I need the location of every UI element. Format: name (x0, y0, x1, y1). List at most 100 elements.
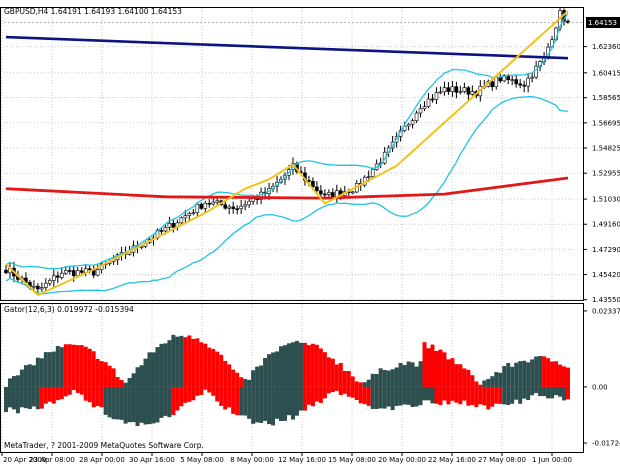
candle-body (434, 92, 439, 100)
price-tick-label: 1.54825 (592, 145, 620, 153)
candle-body (36, 285, 40, 290)
time-tick-label: 28 Apr 00:00 (79, 456, 125, 464)
gator-upper-bar (534, 356, 539, 387)
candle-body (199, 203, 204, 209)
time-tick-label: 20 May 00:00 (378, 456, 426, 464)
gator-upper-bar (446, 359, 451, 387)
gator-lower-bar (79, 386, 84, 395)
gator-tick-label: 0.023374 (592, 307, 620, 315)
gator-upper-bar (530, 359, 535, 387)
time-tick-label: 20 Apr 2009 (3, 456, 46, 464)
gator-upper-bar (330, 358, 335, 387)
gator-upper-bar (203, 343, 208, 387)
gator-lower-bar (442, 386, 447, 401)
gator-upper-bar (510, 366, 515, 387)
gator-lower-bar (446, 386, 451, 405)
gator-lower-bar (163, 386, 168, 416)
gator-lower-bar (263, 386, 268, 421)
price-tick-label: 1.58565 (592, 94, 620, 102)
candle-body (167, 223, 172, 228)
candle-body (526, 77, 530, 87)
candle-body (215, 200, 220, 203)
candle-body (171, 223, 176, 228)
gator-lower-bar (354, 386, 359, 401)
gator-axis: 0.023374 0.00 -0.01724 (583, 307, 620, 448)
price-tick-label: 1.62360 (592, 43, 620, 51)
gator-upper-bar (470, 375, 475, 387)
candle-body (231, 206, 235, 209)
gator-upper-bar (143, 358, 148, 387)
copyright-footer: MetaTrader, ? 2001-2009 MetaQuotes Softw… (4, 441, 204, 450)
gator-lower-bar (71, 386, 76, 390)
gator-upper-bar (438, 349, 443, 387)
gator-upper-bar (47, 352, 52, 387)
gator-upper-bar (127, 378, 132, 387)
gator-upper-bar (15, 375, 20, 387)
gator-lower-bar (290, 386, 295, 420)
candle-body (207, 202, 212, 205)
candle-body (63, 270, 68, 274)
gator-lower-bar (302, 386, 307, 411)
candle-body (191, 212, 196, 215)
candle-body (530, 76, 534, 79)
candle-body (75, 270, 80, 277)
gator-upper-bar (27, 364, 32, 387)
time-tick-label: 12 May 16:00 (278, 456, 326, 464)
gator-upper-bar (326, 357, 331, 387)
gator-upper-bar (298, 342, 303, 387)
gator-lower-bar (322, 386, 327, 399)
gator-upper-bar (318, 348, 323, 387)
gator-upper-bar (231, 369, 236, 387)
candle-body (235, 208, 239, 210)
gator-lower-bar (279, 386, 284, 421)
candle-body (239, 205, 243, 209)
gator-lower-bar (67, 386, 72, 395)
gator-upper-bar (558, 364, 563, 387)
gator-upper-bar (490, 376, 495, 387)
gator-lower-bar (362, 386, 367, 405)
candle-body (490, 81, 495, 88)
gator-lower-bar (223, 386, 228, 410)
gator-upper-bar (283, 345, 287, 387)
gator-upper-bar (187, 335, 192, 387)
gator-upper-bar (87, 348, 92, 387)
candle-body (518, 83, 522, 86)
gator-upper-bar (322, 352, 327, 387)
gator-lower-bar (35, 386, 40, 410)
price-tick-label: 1.56695 (592, 119, 620, 127)
gator-upper-bar (362, 382, 367, 387)
gator-lower-bar (151, 386, 156, 424)
indicator-lines (4, 10, 583, 296)
candle-body (79, 270, 84, 273)
gator-lower-bar (482, 386, 487, 406)
bollinger-upper-line (5, 13, 569, 270)
gator-lower-bar (95, 386, 100, 407)
gator-lower-bar (199, 386, 204, 395)
gator-tick-label: -0.01724 (592, 440, 620, 448)
gator-lower-bar (211, 386, 216, 396)
candle-body (514, 79, 518, 85)
gator-upper-bar (227, 364, 232, 387)
gator-upper-bar (171, 334, 176, 387)
gator-lower-bar (478, 386, 483, 405)
gator-lower-bar (215, 386, 220, 402)
gator-lower-bar (187, 386, 192, 402)
gator-lower-bar (171, 386, 176, 415)
gator-lower-bar (538, 386, 543, 397)
gator-upper-bar (338, 363, 343, 387)
gator-lower-bar (59, 386, 64, 400)
gator-upper-bar (199, 342, 204, 387)
gator-upper-bar (119, 379, 124, 387)
gator-upper-bar (31, 365, 36, 387)
gator-lower-bar (498, 386, 503, 404)
gator-lower-bar (143, 386, 148, 425)
gator-upper-bar (310, 343, 315, 387)
gator-upper-bar (514, 362, 519, 387)
gator-upper-bar (314, 344, 319, 387)
gator-lower-bar (374, 386, 379, 409)
gator-upper-bar (350, 376, 355, 387)
candle-body (442, 87, 447, 93)
gator-upper-bar (498, 372, 503, 387)
